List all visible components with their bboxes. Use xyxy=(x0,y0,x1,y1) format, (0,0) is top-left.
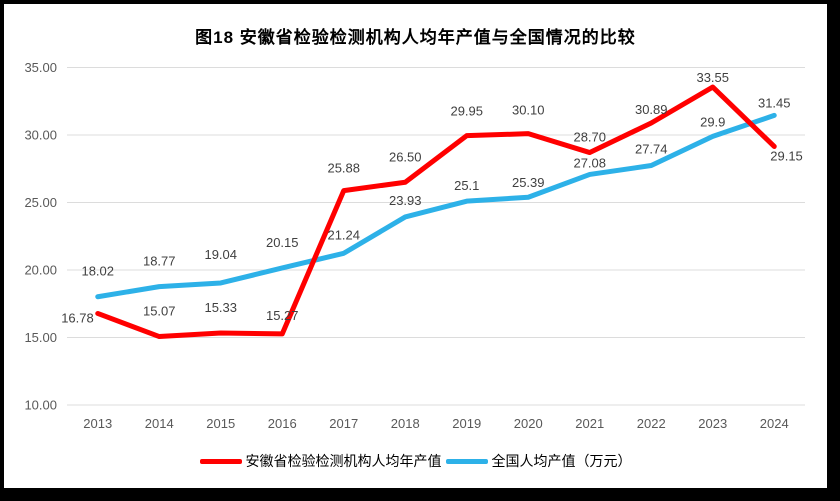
data-label: 18.02 xyxy=(81,264,114,279)
x-tick-label: 2024 xyxy=(760,416,789,431)
x-tick-label: 2021 xyxy=(575,416,604,431)
x-tick-label: 2019 xyxy=(452,416,481,431)
x-tick-label: 2013 xyxy=(83,416,112,431)
data-label: 29.15 xyxy=(770,148,803,163)
x-tick-label: 2014 xyxy=(145,416,174,431)
legend-label-anhui: 安徽省检验检测机构人均年产值 xyxy=(245,453,442,469)
data-label: 27.74 xyxy=(635,142,668,157)
x-tick-label: 2022 xyxy=(637,416,666,431)
data-label: 33.55 xyxy=(696,70,729,85)
x-tick-label: 2015 xyxy=(206,416,235,431)
data-label: 29.9 xyxy=(700,114,725,129)
legend-item-national: 全国人均产值（万元） xyxy=(445,451,632,471)
chart-legend: 安徽省检验检测机构人均年产值 全国人均产值（万元） xyxy=(4,451,827,471)
data-label: 23.93 xyxy=(389,193,422,208)
data-label: 25.1 xyxy=(454,178,479,193)
data-label: 18.77 xyxy=(143,254,176,269)
data-label: 25.39 xyxy=(512,175,545,190)
x-tick-label: 2020 xyxy=(514,416,543,431)
data-label: 16.78 xyxy=(61,310,94,325)
data-label: 21.24 xyxy=(327,227,360,242)
series-line xyxy=(95,84,777,340)
y-tick-label: 25.00 xyxy=(24,195,57,210)
data-label: 15.07 xyxy=(143,304,176,319)
y-tick-label: 15.00 xyxy=(24,330,57,345)
data-label: 29.95 xyxy=(450,104,483,119)
y-tick-label: 20.00 xyxy=(24,263,57,278)
legend-swatch-anhui-line-icon xyxy=(199,458,242,464)
data-label: 15.33 xyxy=(204,300,237,315)
y-tick-label: 30.00 xyxy=(24,128,57,143)
data-label: 31.45 xyxy=(758,95,791,110)
series-line xyxy=(95,112,777,300)
chart-area: 图18 安徽省检验检测机构人均年产值与全国情况的比较 10.00 15.00 20.… xyxy=(4,4,827,488)
y-tick-label: 10.00 xyxy=(24,398,57,413)
line-chart: 10.00 15.00 20.00 25.00 30.00 35.00 2013 2014 20… xyxy=(24,60,805,431)
chart-title: 图18 安徽省检验检测机构人均年产值与全国情况的比较 xyxy=(195,28,636,47)
data-label: 30.89 xyxy=(635,102,668,117)
data-label: 28.70 xyxy=(573,130,606,145)
data-label: 27.08 xyxy=(573,155,606,170)
data-label: 19.04 xyxy=(204,247,237,262)
x-tick-label: 2016 xyxy=(268,416,297,431)
data-label: 26.50 xyxy=(389,149,422,164)
data-label: 20.15 xyxy=(266,235,299,250)
legend-swatch-national-line-icon xyxy=(445,458,488,464)
legend-label-national: 全国人均产值（万元） xyxy=(491,453,632,469)
y-tick-label: 35.00 xyxy=(24,60,57,75)
x-tick-label: 2018 xyxy=(391,416,420,431)
data-label: 25.88 xyxy=(327,161,360,176)
x-tick-label: 2017 xyxy=(329,416,358,431)
data-label: 15.27 xyxy=(266,308,299,323)
legend-item-anhui: 安徽省检验检测机构人均年产值 xyxy=(199,451,442,471)
x-tick-label: 2023 xyxy=(698,416,727,431)
data-label: 30.10 xyxy=(512,103,545,118)
